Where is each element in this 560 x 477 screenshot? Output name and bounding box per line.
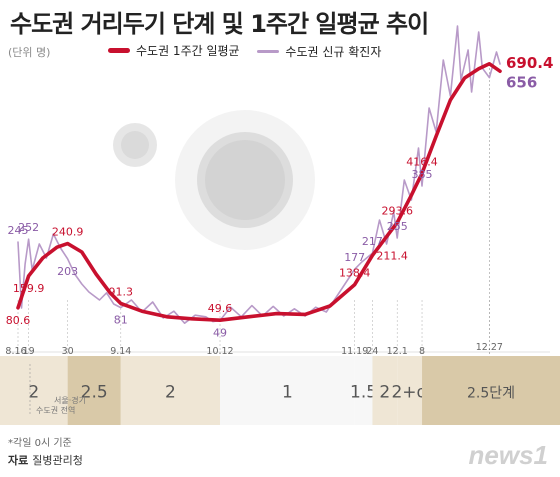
point-label: 49	[213, 326, 227, 339]
level-label: 1.5	[350, 383, 377, 403]
point-label: 690.4	[506, 54, 553, 72]
page-title: 수도권 거리두기 단계 및 1주간 일평균 추이	[10, 10, 429, 38]
x-tick-label: 10.12	[206, 346, 233, 357]
brand-logo: news1	[468, 440, 549, 470]
point-label: 211.4	[376, 249, 408, 262]
level-band	[354, 356, 373, 425]
x-tick-label: 8	[419, 346, 425, 357]
level-band	[397, 356, 423, 425]
level-label: 2	[165, 383, 176, 403]
point-label: 80.6	[6, 314, 31, 327]
x-tick-label: 8.16	[5, 346, 26, 357]
source: 자료 질병관리청	[8, 452, 83, 468]
level-band	[372, 356, 398, 425]
x-tick-label: 12.27	[476, 342, 503, 353]
point-label: 203	[57, 265, 78, 278]
point-label: 293.6	[381, 205, 413, 218]
level-label: 2	[28, 383, 39, 403]
x-tick-label: 9.14	[110, 346, 131, 357]
level-band	[67, 356, 121, 425]
level-band	[422, 356, 560, 425]
x-tick-label: 30	[62, 346, 74, 357]
point-label: 138.4	[339, 267, 371, 280]
legend-item-daily: 수도권 신규 확진자	[257, 43, 381, 60]
source-text: 질병관리청	[32, 454, 83, 467]
source-label: 자료	[8, 454, 29, 467]
series-line-daily	[17, 25, 501, 324]
point-label: 385	[412, 168, 433, 181]
level-label: 2+α	[391, 383, 427, 403]
legend-swatch-avg	[108, 48, 130, 53]
point-label: 245	[8, 224, 29, 237]
footnote: *각일 0시 기준	[8, 438, 72, 449]
unit-label: (단위 명)	[8, 46, 51, 59]
point-label: 159.9	[13, 282, 45, 295]
point-label: 240.9	[52, 226, 84, 239]
series-line-avg	[16, 62, 502, 322]
level-note: 서울·경기	[54, 395, 86, 405]
virus-illustration	[113, 110, 315, 250]
level-label: 2	[379, 383, 390, 403]
point-label: 656	[506, 74, 537, 92]
point-label: 217	[362, 235, 383, 248]
level-band	[220, 356, 355, 425]
level-band	[0, 356, 68, 425]
point-label: 416.4	[406, 155, 438, 168]
level-note: 수도권 전역	[36, 405, 75, 415]
legend-label-daily: 수도권 신규 확진자	[285, 45, 382, 59]
point-label: 81	[114, 314, 128, 327]
level-label: 2.5	[81, 383, 108, 403]
x-tick-label: 24	[366, 346, 378, 357]
x-tick-label: 12.1	[387, 346, 408, 357]
legend: 수도권 1주간 일평균 수도권 신규 확진자	[108, 42, 395, 60]
level-label: 1	[282, 383, 293, 403]
x-tick-label: 11.19	[341, 346, 368, 357]
point-label: 49.6	[208, 302, 233, 315]
x-tick-label: 19	[23, 346, 35, 357]
level-band	[120, 356, 221, 425]
legend-label-avg: 수도권 1주간 일평균	[136, 44, 240, 58]
legend-item-avg: 수도권 1주간 일평균	[108, 42, 240, 59]
point-label: 91.3	[109, 285, 134, 298]
point-label: 177	[344, 251, 365, 264]
point-label: 255	[387, 220, 408, 233]
point-label: 252	[18, 221, 39, 234]
level-label: 2.5단계	[467, 386, 515, 402]
legend-swatch-daily	[257, 50, 280, 53]
